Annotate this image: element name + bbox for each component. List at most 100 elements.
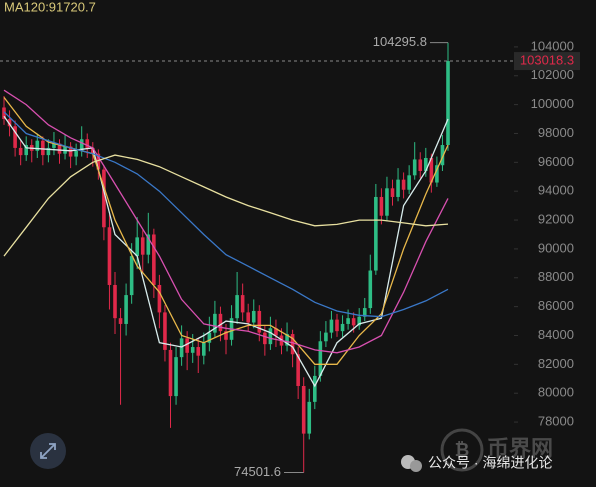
candle-body [140,237,145,255]
candle-body [213,313,217,333]
candle-body [424,158,428,171]
candle-body [307,401,312,434]
candle-body [407,175,411,190]
candle-body [362,308,367,317]
y-tick-label: 98000 [538,125,574,140]
candle-body [296,354,300,386]
candle-body [18,147,23,156]
candle-body [324,332,328,342]
candle-body [85,139,90,148]
candle-body [24,145,28,156]
candle-body [240,295,245,313]
candle-body [374,196,378,271]
candle-body [2,107,6,120]
ma-line [3,154,449,257]
candle-body [285,334,289,346]
y-tick-label: 84000 [538,327,574,342]
candle-body [313,375,317,402]
candle-body [113,284,117,319]
candle-body [274,328,278,336]
candle-body [435,165,439,183]
candle-body [396,179,400,197]
candle-body [207,332,212,343]
expand-button[interactable] [30,433,66,469]
candle-body [385,188,389,216]
candle-body [340,323,345,332]
candle-body [379,196,384,216]
candle-body [163,312,167,350]
candle-body [129,256,134,296]
ma-line [3,89,449,354]
candle-body [174,357,178,397]
candle-body [185,338,189,353]
candle-body [368,270,373,309]
low-label: 74501.6 [234,464,281,479]
candle-body [157,284,162,313]
candle-body [146,234,151,255]
candle-body [135,237,139,257]
y-tick-label: 92000 [538,211,574,226]
ma-line [3,111,449,318]
watermark: 公众号 · 海绵进化论 [401,455,552,472]
candle-body [52,143,56,148]
y-tick-label: 80000 [538,385,574,400]
candle-body [124,295,128,324]
candle-body [13,126,17,148]
candle-body [268,328,273,345]
candle-body [102,169,106,228]
logo: ₿ 币界网 [440,428,553,472]
candle-body [440,145,445,166]
candle-body [446,61,450,146]
y-tick-label: 100000 [531,96,574,111]
candle-body [202,342,206,356]
candle-body [79,139,84,151]
y-tick-label: 82000 [538,356,574,371]
candle-body [168,349,173,397]
candle-body [68,146,73,157]
candle-body [329,319,334,333]
candle-body [418,159,423,171]
logo-text: 币界网 [487,436,553,461]
watermark-text: 公众号 · 海绵进化论 [428,455,552,471]
candle-body [152,234,156,285]
candle-body [91,147,95,154]
candle-body [301,385,306,434]
last-price-box [514,52,580,71]
candle-body [46,147,51,156]
candle-body [190,347,195,353]
candle-body [257,310,262,333]
candle-body [218,313,223,332]
candle-body [74,150,78,157]
candle-body [318,341,323,376]
y-tick-label: 94000 [538,183,574,198]
y-tick-label: 102000 [531,67,574,82]
candle-body [401,179,406,190]
y-tick-label: 96000 [538,154,574,169]
candle-body [246,312,250,323]
candle-body [196,347,201,356]
candle-body [118,318,123,324]
candle-body [107,227,112,285]
candle-body [263,332,267,345]
candle-body [96,153,101,170]
candle-body [351,318,356,326]
candle-body [429,158,434,183]
candle-body [412,159,417,176]
candle-body [224,331,228,340]
last-price-label: 103018.3 [520,52,574,67]
y-tick-label: 88000 [538,269,574,284]
candle-body [335,319,339,332]
candle-body [390,188,395,197]
y-tick-label: 104000 [531,38,574,53]
candle-body [41,140,45,156]
candle-body [235,295,239,319]
candle-body [357,316,361,326]
candle-body [179,338,184,358]
plot: 78000 80000 82000 84000 86000 88000 90000 92000… [0,34,580,479]
candle-body [251,310,256,323]
high-label: 104295.8 [373,34,427,49]
ma-label: MA120:91720.7 [4,0,96,14]
candle-body [35,140,40,151]
